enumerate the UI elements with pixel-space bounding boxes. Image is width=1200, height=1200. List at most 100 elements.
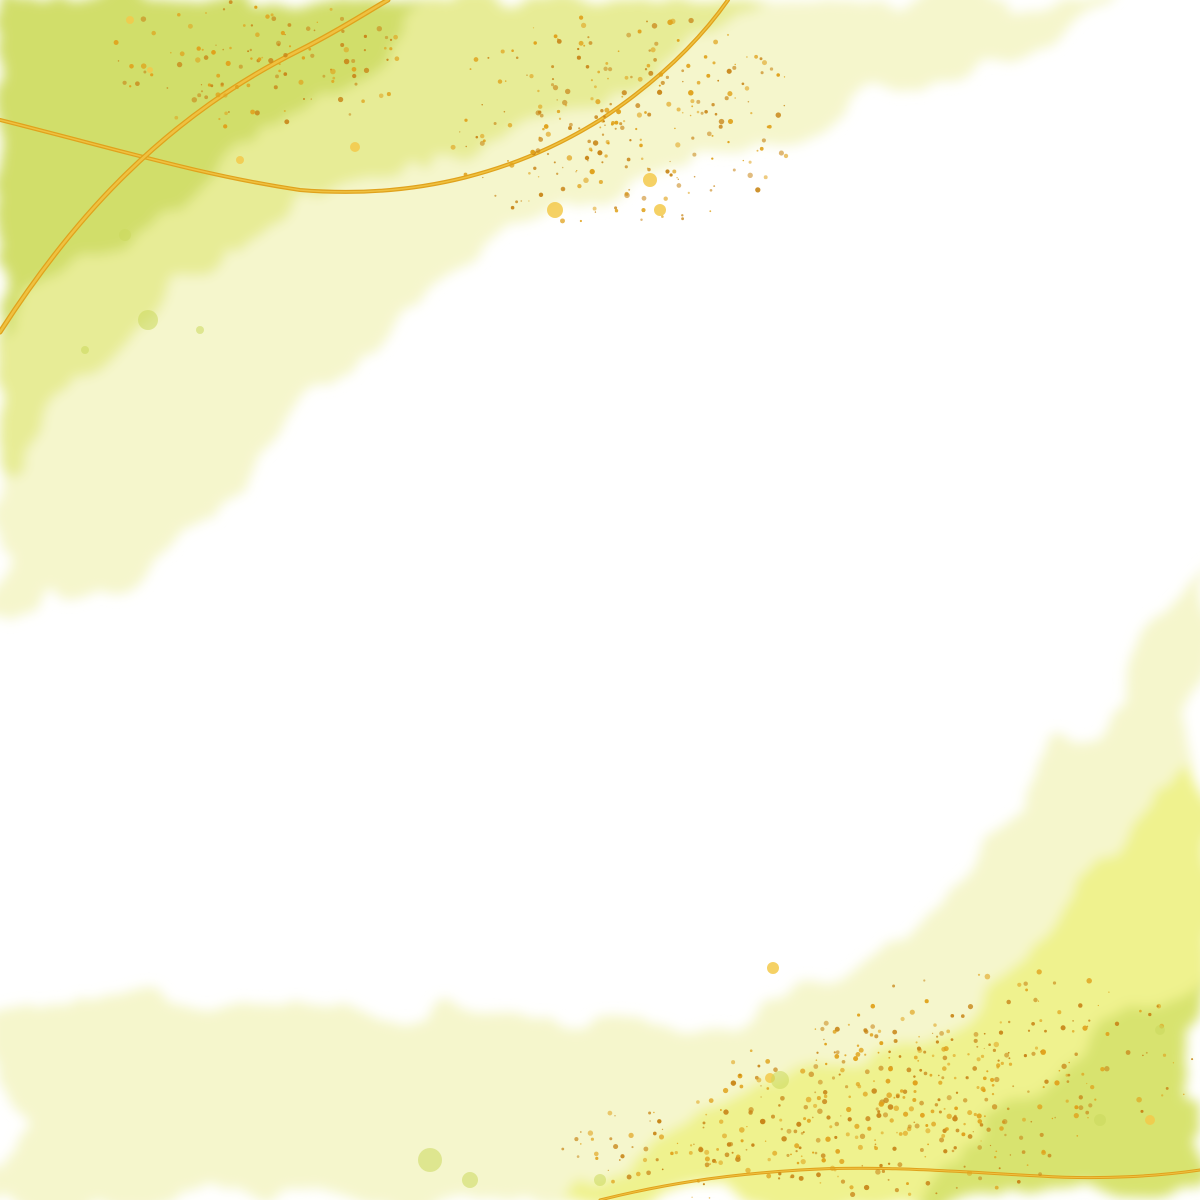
gold-fleck: [1002, 1118, 1008, 1125]
gold-fleck: [1030, 1120, 1033, 1123]
gold-fleck: [909, 1009, 915, 1015]
gold-fleck: [1094, 1098, 1097, 1101]
gold-fleck: [722, 1133, 727, 1139]
gold-fleck: [783, 153, 789, 159]
gold-fleck: [597, 70, 601, 74]
gold-fleck: [976, 1086, 980, 1089]
gold-fleck: [942, 1066, 947, 1071]
gold-fleck: [545, 131, 551, 137]
gold-fleck: [537, 176, 540, 178]
gold-fleck: [195, 57, 201, 63]
gold-fleck: [709, 210, 712, 213]
gold-fleck: [745, 1167, 751, 1174]
gold-fleck: [361, 99, 365, 103]
gold-fleck: [1017, 982, 1022, 987]
gold-fleck: [166, 87, 169, 89]
gold-fleck: [972, 1066, 978, 1071]
gold-fleck: [800, 1158, 806, 1165]
gold-fleck: [703, 55, 708, 59]
gold-fleck: [583, 44, 586, 47]
gold-fleck: [1060, 1025, 1066, 1031]
gold-fleck: [790, 1153, 792, 1156]
gold-fleck: [1142, 1054, 1144, 1057]
gold-fleck: [688, 17, 694, 24]
gold-fleck: [616, 109, 622, 115]
gold-fleck: [676, 38, 680, 42]
gold-fleck: [885, 1078, 891, 1084]
gold-fleck: [174, 115, 179, 120]
gold-fleck: [705, 1113, 708, 1116]
gold-fleck: [916, 1046, 922, 1051]
gold-fleck: [742, 159, 745, 162]
gold-fleck: [833, 1051, 836, 1054]
gold-fleck: [551, 78, 555, 81]
gold-fleck: [393, 34, 398, 40]
gold-line-bottom-highlight: [599, 1167, 1200, 1200]
gold-fleck: [730, 1080, 737, 1086]
gold-fleck: [935, 1040, 939, 1044]
gold-fleck: [966, 1170, 973, 1176]
gold-fleck: [915, 1041, 918, 1044]
gold-fleck: [937, 1074, 940, 1077]
gold-fleck: [354, 82, 358, 86]
gold-fleck: [861, 1164, 864, 1167]
gold-fleck: [766, 125, 770, 129]
gold-fleck: [578, 40, 584, 46]
wash-dot: [1155, 1025, 1165, 1035]
gold-fleck: [834, 1135, 838, 1139]
gold-fleck: [151, 30, 156, 36]
gold-fleck: [666, 101, 672, 107]
gold-fleck: [268, 57, 274, 64]
gold-fleck: [941, 1076, 945, 1080]
gold-fleck: [515, 56, 519, 60]
gold-fleck: [363, 67, 370, 74]
gold-fleck: [222, 48, 225, 51]
gold-fleck: [218, 117, 221, 121]
gold-fleck: [618, 1159, 621, 1161]
gold-fleck: [823, 1020, 829, 1026]
gold-fleck: [641, 208, 646, 213]
gold-fleck: [803, 1104, 809, 1110]
gold-fleck: [459, 131, 461, 133]
gold-fleck: [814, 1151, 818, 1155]
gold-fleck: [223, 124, 228, 129]
gold-fleck: [927, 1143, 930, 1146]
gold-fleck: [676, 107, 681, 112]
gold-fleck: [590, 97, 594, 101]
gold-fleck: [639, 138, 642, 141]
gold-fleck: [840, 1067, 845, 1073]
gold-fleck: [1105, 1032, 1110, 1036]
gold-fleck: [1037, 1104, 1043, 1110]
gold-fleck: [953, 1076, 957, 1080]
gold-fleck: [386, 58, 389, 61]
gold-fleck: [624, 165, 628, 169]
gold-fleck: [672, 169, 677, 174]
gold-fleck: [310, 98, 312, 100]
gold-fleck: [902, 1089, 908, 1094]
gold-fleck: [646, 167, 649, 170]
gold-fleck: [892, 1146, 897, 1151]
gold-fleck: [823, 1094, 828, 1099]
gold-fleck: [641, 195, 647, 201]
gold-fleck: [854, 1123, 860, 1129]
gold-fleck: [991, 1092, 995, 1096]
gold-fleck: [709, 1163, 712, 1165]
gold-fleck: [222, 8, 226, 11]
gold-fleck: [813, 1064, 819, 1069]
gold-fleck: [643, 1146, 649, 1152]
gold-fleck: [1041, 1149, 1046, 1154]
gold-fleck: [798, 1146, 802, 1150]
gold-fleck: [976, 1113, 982, 1119]
gold-fleck: [642, 1157, 648, 1163]
gold-fleck: [661, 1128, 664, 1131]
gold-fleck: [759, 1118, 766, 1125]
gold-fleck: [869, 1033, 874, 1037]
gold-fleck: [579, 1143, 582, 1145]
gold-fleck: [308, 47, 312, 51]
gold-fleck: [724, 1152, 730, 1158]
gold-fleck: [340, 43, 345, 47]
gold-fleck: [210, 84, 214, 88]
gold-fleck: [665, 169, 670, 174]
gold-fleck: [798, 1175, 804, 1181]
gold-fleck: [815, 1137, 821, 1143]
